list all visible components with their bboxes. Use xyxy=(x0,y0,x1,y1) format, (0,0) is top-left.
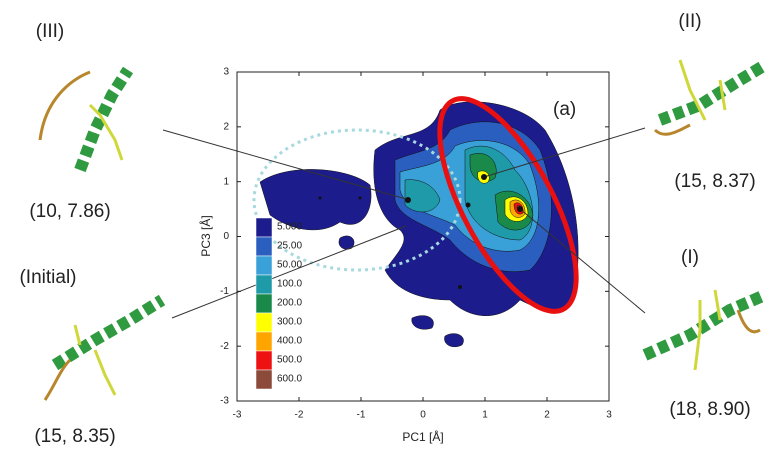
helix-ii xyxy=(653,59,769,136)
helix-initial xyxy=(43,294,166,401)
x-tick-label: 0 xyxy=(420,410,426,421)
legend-swatch xyxy=(255,217,273,238)
contour-region xyxy=(444,333,464,348)
y-tick-label: -2 xyxy=(220,341,229,352)
y-axis-label: PC3 [Å] xyxy=(198,215,213,256)
legend-swatch xyxy=(255,293,273,314)
legend-swatch xyxy=(255,331,273,352)
structure-label: (I) xyxy=(681,247,699,268)
y-tick-label: 2 xyxy=(223,121,229,132)
panel-label: (a) xyxy=(553,99,576,120)
structure-label: (Initial) xyxy=(19,267,76,288)
x-tick-label: -3 xyxy=(233,410,242,421)
x-tick-label: 1 xyxy=(482,410,488,421)
contour-region xyxy=(338,235,355,250)
legend-swatch xyxy=(255,369,273,390)
structure-coords: (10, 7.86) xyxy=(29,201,110,222)
contour-region xyxy=(411,315,434,330)
helix-iii xyxy=(38,66,134,173)
structure-coords: (18, 8.90) xyxy=(669,399,750,420)
pointer-lines xyxy=(162,127,646,319)
contour-region xyxy=(469,153,497,182)
x-tick-label: -1 xyxy=(357,410,366,421)
legend-label: 400.0 xyxy=(277,336,302,347)
legend-swatch xyxy=(255,312,273,333)
y-tick-label: -3 xyxy=(220,396,229,407)
helix-i xyxy=(642,289,768,371)
legend-label: 100.0 xyxy=(277,279,302,290)
legend-swatch xyxy=(255,274,273,295)
dotted-ellipse xyxy=(252,128,462,272)
y-tick-label: 3 xyxy=(223,67,229,78)
legend-label: 200.0 xyxy=(277,298,302,309)
y-tick-label: -1 xyxy=(220,286,229,297)
x-axis-label: PC1 [Å] xyxy=(402,429,443,444)
structure-coords: (15, 8.37) xyxy=(674,171,755,192)
contour-layer xyxy=(259,101,579,348)
legend-label: 600.0 xyxy=(277,374,302,385)
x-tick-label: 2 xyxy=(544,410,550,421)
red-ellipse xyxy=(437,96,579,314)
contour-region xyxy=(404,179,441,213)
state-points xyxy=(318,174,523,289)
legend-swatch xyxy=(255,255,273,276)
x-tick-label: 3 xyxy=(606,410,612,421)
legend-label: 300.0 xyxy=(277,317,302,328)
structure-label: (II) xyxy=(678,11,701,32)
x-tick-label: -2 xyxy=(295,410,304,421)
y-tick-label: 1 xyxy=(223,176,229,187)
structure-coords: (15, 8.35) xyxy=(34,426,115,447)
legend-label: 50.00 xyxy=(277,260,302,271)
legend-label: 25.00 xyxy=(277,241,302,252)
structure-label: (III) xyxy=(36,21,65,42)
contour-region xyxy=(259,169,372,231)
legend-swatch xyxy=(255,350,273,371)
legend-swatch xyxy=(255,236,273,257)
y-tick-label: 0 xyxy=(223,231,229,242)
legend-label: 5.000 xyxy=(277,222,302,233)
legend-label: 500.0 xyxy=(277,355,302,366)
